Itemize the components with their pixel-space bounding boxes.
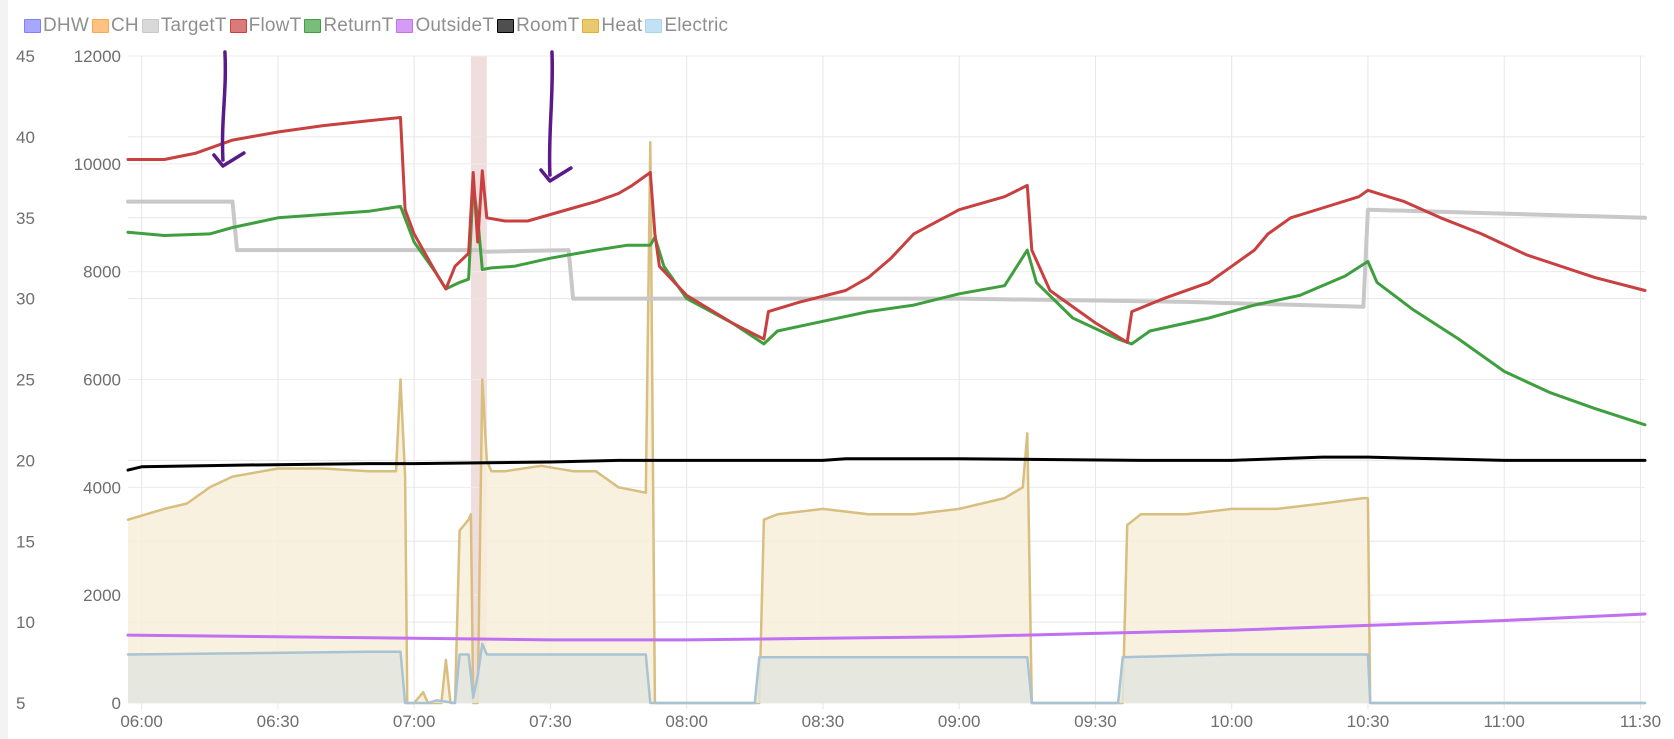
window-edge: [0, 0, 8, 739]
y-tick-label-temp: 15: [16, 532, 35, 551]
legend-swatch: [645, 19, 663, 33]
x-tick-label: 06:30: [257, 712, 300, 731]
y-tick-label-temp: 25: [16, 371, 35, 390]
legend-label: Heat: [601, 15, 643, 36]
x-tick-label: 07:30: [529, 712, 572, 731]
y-tick-label-power: 10000: [74, 155, 121, 174]
legend-item-outsidet[interactable]: OutsideT: [396, 15, 494, 37]
legend-item-returnt[interactable]: ReturnT: [304, 15, 393, 37]
series-line-flowt[interactable]: [126, 116, 1647, 344]
series-line-outsidet[interactable]: [126, 612, 1647, 642]
legend-label: FlowT: [248, 15, 302, 36]
y-tick-label-temp: 30: [16, 290, 35, 309]
y-tick-label-power: 12000: [74, 47, 121, 66]
series-line-returnt[interactable]: [126, 183, 1647, 427]
legend-label: CH: [110, 15, 139, 36]
legend-label: OutsideT: [415, 15, 495, 36]
series-line-electric[interactable]: [126, 642, 1647, 705]
legend-label: Electric: [664, 15, 729, 36]
x-tick-label: 11:00: [1484, 712, 1525, 731]
x-tick-label: 07:00: [393, 712, 436, 731]
legend-label: TargetT: [160, 15, 227, 36]
legend-swatch: [582, 19, 600, 33]
y-tick-label-power: 0: [112, 694, 121, 713]
series-area-electric: [128, 643, 1645, 703]
legend-swatch: [91, 19, 109, 33]
legend-swatch: [396, 19, 414, 33]
legend-item-targett[interactable]: TargetT: [141, 15, 227, 37]
y-tick-label-temp: 5: [16, 694, 25, 713]
x-tick-label: 08:30: [802, 712, 845, 731]
series-line-roomt[interactable]: [126, 455, 1647, 472]
chart-legend: DHW CH TargetT FlowT ReturnT OutsideT RoomT Hea…: [24, 14, 731, 38]
annotation-arrow: [220, 50, 228, 162]
x-tick-label: 11:30: [1620, 712, 1661, 731]
y-tick-label-temp: 45: [16, 47, 35, 66]
legend-swatch: [141, 19, 159, 33]
legend-label: ReturnT: [323, 15, 394, 36]
y-tick-label-temp: 10: [16, 613, 35, 632]
legend-swatch: [497, 19, 515, 33]
legend-item-dhw[interactable]: DHW: [24, 15, 89, 37]
series-area-heat: [128, 142, 1645, 704]
legend-item-ch[interactable]: CH: [91, 15, 139, 37]
series-line-heat[interactable]: [126, 141, 1647, 705]
legend-swatch: [304, 19, 322, 33]
x-tick-label: 10:00: [1210, 712, 1253, 731]
legend-item-electric[interactable]: Electric: [645, 15, 728, 37]
y-tick-label-temp: 40: [16, 128, 35, 147]
y-tick-label-power: 6000: [83, 371, 121, 390]
legend-swatch: [229, 19, 247, 33]
annotation-arrowhead: [539, 166, 573, 183]
x-tick-label: 06:00: [120, 712, 163, 731]
y-tick-label-temp: 20: [16, 451, 35, 470]
annotation-arrow: [547, 50, 555, 177]
x-tick-label: 10:30: [1347, 712, 1390, 731]
y-tick-label-temp: 35: [16, 209, 35, 228]
legend-item-roomt[interactable]: RoomT: [497, 15, 579, 37]
x-tick-label: 08:00: [665, 712, 708, 731]
x-tick-label: 09:00: [938, 712, 981, 731]
legend-item-flowt[interactable]: FlowT: [229, 15, 302, 37]
legend-item-heat[interactable]: Heat: [582, 15, 642, 37]
legend-label: RoomT: [516, 15, 580, 36]
series-line-targett[interactable]: [126, 199, 1647, 309]
y-tick-label-power: 2000: [83, 586, 121, 605]
annotation-arrowhead: [212, 151, 246, 168]
legend-swatch: [24, 19, 41, 33]
x-tick-label: 09:30: [1074, 712, 1117, 731]
y-tick-label-power: 4000: [83, 478, 121, 497]
y-tick-label-power: 8000: [83, 263, 121, 282]
legend-label: DHW: [43, 15, 89, 36]
